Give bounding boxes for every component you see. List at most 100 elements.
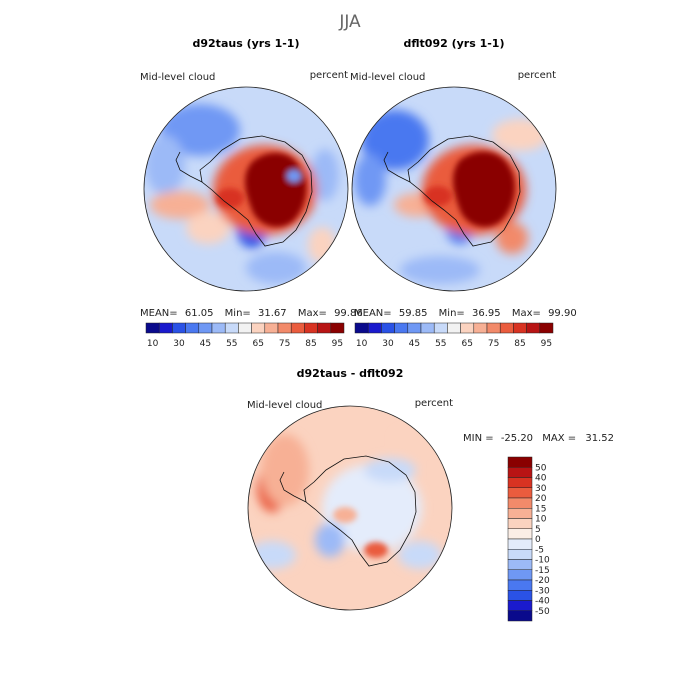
panel-b-colorbar-tick-label: 85 <box>514 339 525 349</box>
panel-b-colorbar-tick-label: 30 <box>382 339 394 349</box>
panel-c-colorbar-swatch <box>507 456 533 468</box>
panel-c-colorbar-tick-label: -30 <box>535 586 550 596</box>
panel-c-blob-antarctica-light <box>322 464 422 552</box>
panel-c-colorbar-swatch <box>507 477 533 488</box>
panel-a-title: d92taus (yrs 1-1) <box>193 37 300 50</box>
panel-b-colorbar-swatch <box>473 322 488 334</box>
panel-a-blob-blue-w <box>145 135 185 195</box>
panel-a-colorbar-swatch <box>277 322 292 334</box>
panel-a-colorbar-swatch <box>145 322 160 334</box>
panel-b-colorbar-swatch <box>367 322 382 334</box>
panel-a-variable-label: Mid-level cloud <box>140 72 215 83</box>
panel-a-colorbar-tick-label: 85 <box>305 339 316 349</box>
panel-b-map-border <box>351 86 557 292</box>
panel-a-colorbar-swatch <box>264 322 279 334</box>
panel-c-min-label: MIN = <box>463 433 494 444</box>
panel-c-colorbar-tick-label: 20 <box>535 494 547 504</box>
panel-a-blob-blue-e <box>311 149 339 201</box>
panel-b-colorbar-tick-label: 95 <box>541 339 552 349</box>
panel-a-max-label: Max= <box>298 308 327 319</box>
panel-c-blob-red-ross <box>364 542 388 558</box>
panel-b-colorbar-swatch <box>460 322 475 334</box>
panel-c-colorbar-swatch <box>507 497 533 509</box>
panel-dflt092: dflt092 (yrs 1-1) Mid-level cloud percen… <box>350 37 577 349</box>
panel-b-colorbar-swatch <box>381 322 395 334</box>
panel-b-max-label: Max= <box>512 308 541 319</box>
panel-a-colorbar-swatch <box>224 322 239 334</box>
panel-c-blob-salmon-ross <box>333 507 357 523</box>
panel-a-colorbar-swatch <box>198 322 213 334</box>
panel-c-colorbar-tick-label: -20 <box>535 576 550 586</box>
panel-a-blob-blue-nw <box>160 104 240 156</box>
panel-c-title: d92taus - dflt092 <box>297 367 404 380</box>
panel-b-colorbar-tick-label: 75 <box>488 339 499 349</box>
svg-text:MEAN= 59.85 Min=: MEAN= 59.85 Min= 36.95 Max= 99.90 <box>354 308 577 319</box>
panel-c-colorbar-tick-label: 50 <box>535 463 547 473</box>
panel-a-colorbar-tick-label: 10 <box>147 339 159 349</box>
panel-c-variable-label: Mid-level cloud <box>247 400 322 411</box>
panel-c-units-label: percent <box>415 398 453 409</box>
panel-a-coastline <box>199 135 313 247</box>
panel-c-colorbar-swatch <box>507 518 533 529</box>
panel-a-colorbar-swatch <box>290 322 305 334</box>
panel-a-colorbar-swatch <box>304 322 318 334</box>
panel-b-colorbar-swatch <box>486 322 501 334</box>
panel-b-colorbar-tick-label: 10 <box>356 339 368 349</box>
panel-a-colorbar-tick-label: 65 <box>252 339 263 349</box>
panel-c-colorbar-tick-label: 10 <box>535 515 547 525</box>
panel-c-blob-blue-se <box>398 541 442 569</box>
panel-b-colorbar-swatch <box>354 322 369 334</box>
panel-a-blob-salmon-w <box>150 191 210 219</box>
panel-a-mean-value: 61.05 <box>185 308 214 319</box>
panel-a-colorbar-swatch <box>185 322 200 334</box>
panel-b-variable-label: Mid-level cloud <box>350 72 425 83</box>
panel-a-min-value: 31.67 <box>258 308 287 319</box>
panel-c-colorbar-swatch <box>507 467 533 478</box>
panel-b-colorbar-swatch <box>539 322 554 334</box>
panel-a-colorbar-swatch <box>251 322 266 334</box>
panel-a-min-label: Min= <box>225 308 251 319</box>
panel-c-colorbar-swatch <box>507 579 533 591</box>
panel-b-blob-blue-nw <box>361 110 429 170</box>
figure-title: JJA <box>338 12 361 32</box>
panel-b-units-label: percent <box>518 70 556 81</box>
panel-b-colorbar-tick-label: 65 <box>461 339 472 349</box>
svg-text:MEAN= 61.05 Min=: MEAN= 61.05 Min= 31.67 Max= 99.86 <box>140 308 363 319</box>
panel-c-colorbar-tick-label: 5 <box>535 525 541 535</box>
panel-a-colorbar-swatch <box>330 322 345 334</box>
panel-difference: d92taus - dflt092 Mid-level cloud percen… <box>247 367 614 622</box>
panel-b-colorbar-swatch <box>407 322 422 334</box>
panel-c-blob-blue-n <box>364 458 416 482</box>
panel-a-colorbar-swatch <box>211 322 226 334</box>
panel-a-colorbar-swatch <box>238 322 252 334</box>
panel-c-colorbar-swatch <box>507 538 533 550</box>
panel-c-colorbar-swatch <box>507 528 533 540</box>
panel-a-peninsula <box>175 151 203 183</box>
panel-a-max-value: 99.86 <box>334 308 363 319</box>
panel-a-blob-blue-spot <box>287 170 301 182</box>
panel-a-colorbar: 10 30 45 55 65 75 85 95 <box>145 322 345 349</box>
panel-a-mean-label: MEAN= <box>140 308 178 319</box>
panel-a-colorbar-swatch <box>172 322 186 334</box>
panel-c-colorbar-swatch <box>507 549 533 560</box>
panel-c-colorbar-tick-label: 40 <box>535 474 547 484</box>
panel-b-min-value: 36.95 <box>472 308 501 319</box>
panel-b-max-value: 99.90 <box>548 308 577 319</box>
panel-c-colorbar-tick-label: -5 <box>535 545 544 555</box>
panel-c-map-border <box>247 405 453 611</box>
panel-c-max-value: 31.52 <box>585 433 614 444</box>
panel-b-blob-salmon-ne <box>492 119 548 151</box>
panel-a-colorbar-swatch <box>317 322 332 334</box>
panel-b-colorbar-swatch <box>420 322 435 334</box>
panel-c-colorbar-swatch <box>507 610 533 622</box>
panel-b-mean-label: MEAN= <box>354 308 392 319</box>
panel-c-min-value: -25.20 <box>501 433 533 444</box>
panel-c-colorbar-tick-label: -40 <box>535 597 550 607</box>
panel-c-colorbar-tick-label: 0 <box>535 535 541 545</box>
panel-a-map <box>144 87 348 291</box>
panel-c-colorbar-swatch <box>507 590 533 601</box>
panel-b-colorbar-swatch <box>447 322 461 334</box>
panel-b-blob-blue-s <box>400 256 480 284</box>
